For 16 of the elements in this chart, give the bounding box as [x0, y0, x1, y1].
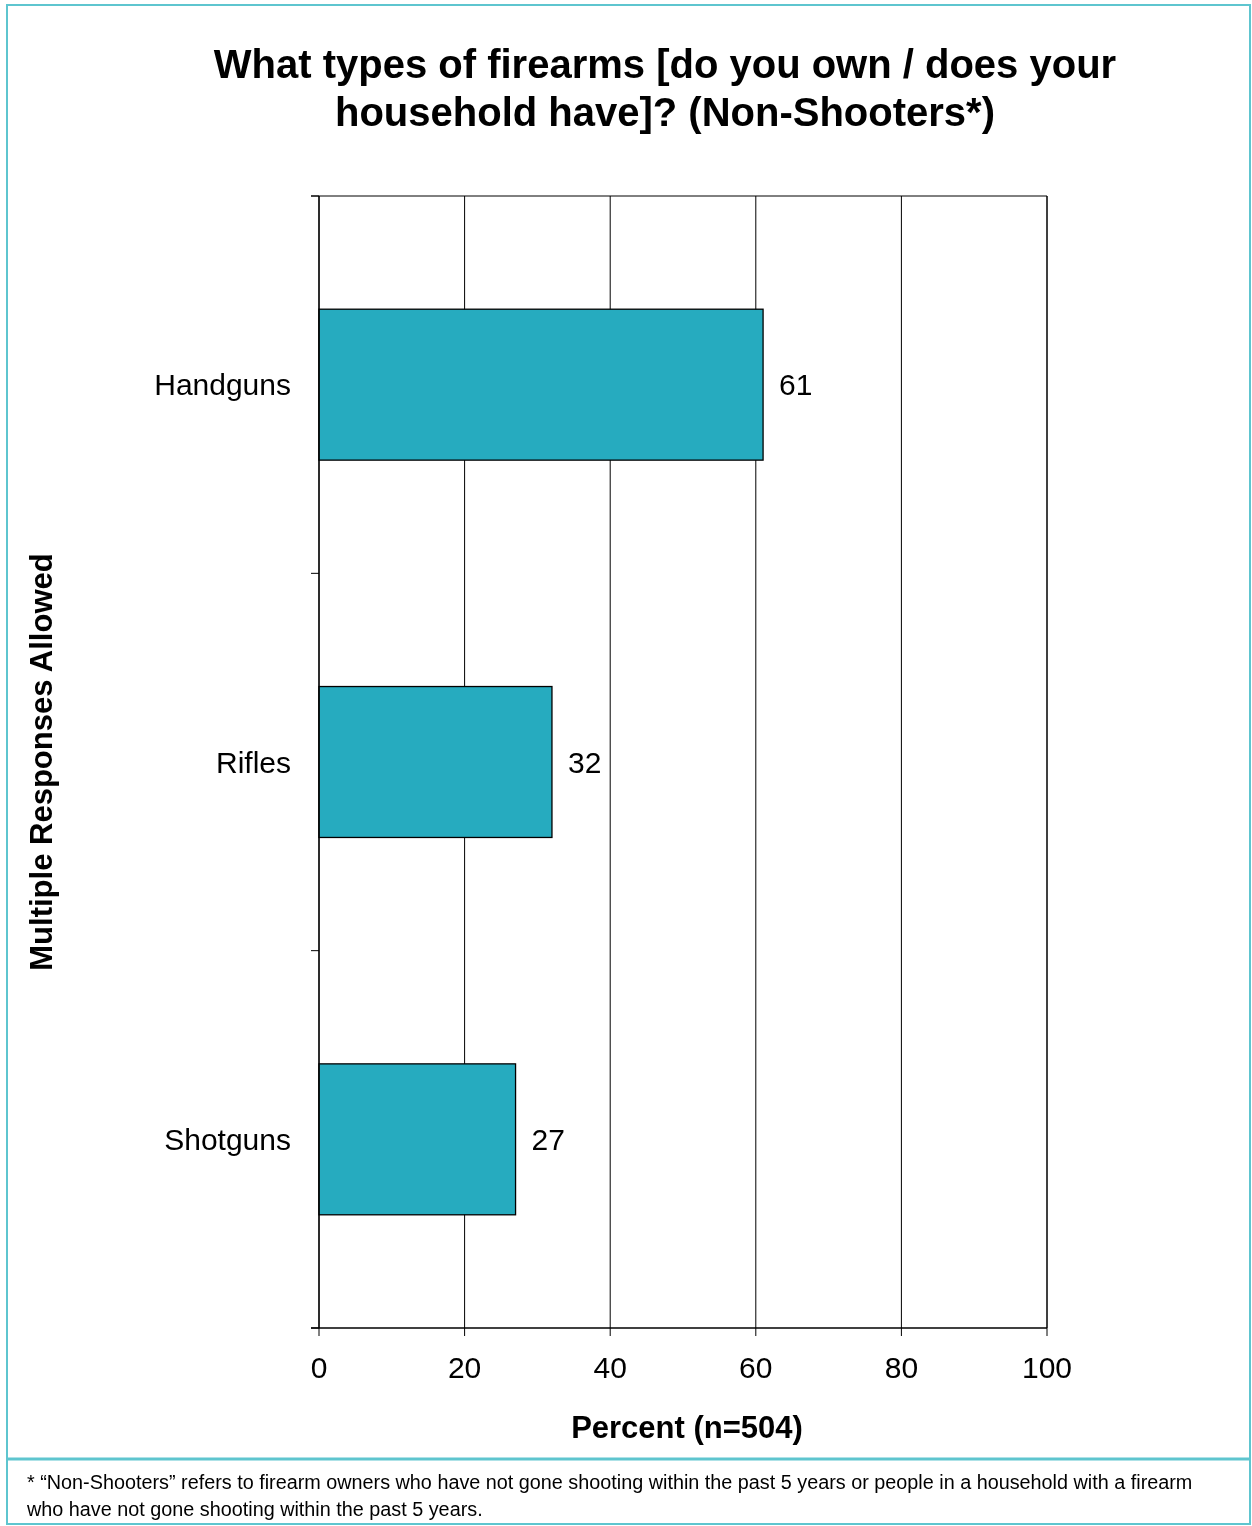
data-label: 27 — [531, 1122, 565, 1156]
x-tick-label: 60 — [739, 1351, 773, 1384]
data-label: 61 — [779, 368, 813, 402]
y-tick-label: Rifles — [215, 745, 291, 779]
x-tick-label: 100 — [1021, 1351, 1073, 1384]
x-tick-label: 40 — [593, 1351, 627, 1384]
y-axis-title: Multiple Responses Allowed — [24, 553, 59, 971]
x-axis-title: Percent (n=504) — [571, 1410, 803, 1445]
chart-title: What types of firearms [do you own / does your household have]? (Non-Shooters*) — [213, 42, 1117, 134]
data-label: 32 — [567, 745, 602, 779]
x-tick-label: 80 — [884, 1351, 919, 1384]
x-tick-label: 0 — [310, 1351, 328, 1384]
x-tick-label: 20 — [447, 1351, 482, 1384]
y-tick-label: Handguns — [154, 368, 291, 402]
y-tick-label: Shotguns — [164, 1122, 291, 1156]
text: * “Non-Shooters” refers to firearm owners who have not gone shooting within the past 5 years or people in a household with a firearm who have not gone shooting within the past 5 years. — [26, 1471, 1193, 1520]
